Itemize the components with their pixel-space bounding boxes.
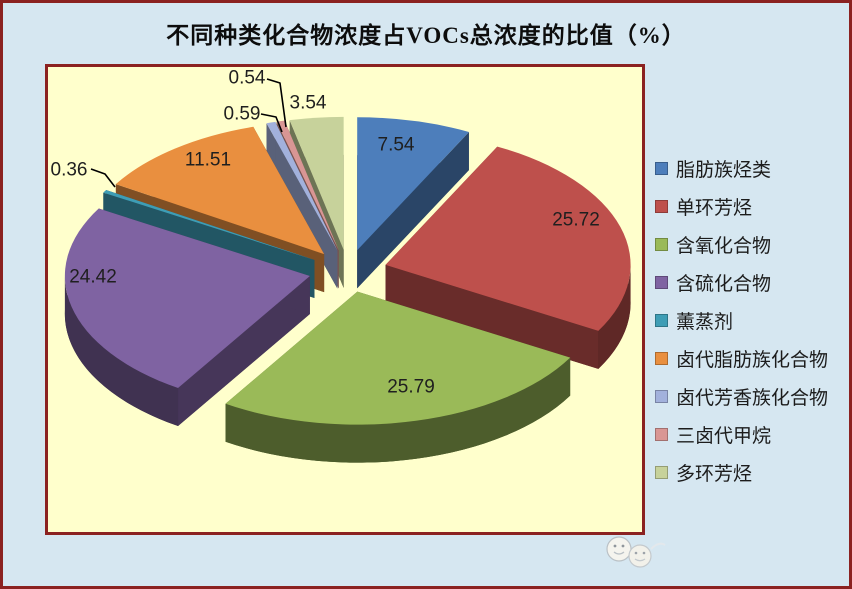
label-leader-6: [260, 113, 283, 133]
legend-swatch-7: [655, 427, 668, 441]
data-label-2: 25.79: [387, 377, 435, 398]
legend-item-6: 卤代芳香族化合物: [655, 377, 851, 415]
chart-title: 不同种类化合物浓度占VOCs总浓度的比值（%）: [166, 23, 686, 48]
pie-slice-3: [64, 208, 310, 427]
legend-item-2: 含氧化合物: [655, 225, 851, 263]
legend-label-5: 卤代脂肪族化合物: [676, 349, 829, 371]
legend-label-2: 含氧化合物: [676, 235, 772, 257]
legend-item-1: 单环芳烃: [655, 187, 851, 225]
legend-label-3: 含硫化合物: [676, 273, 772, 295]
legend-item-3: 含硫化合物: [655, 263, 851, 301]
legend: 脂肪族烃类单环芳烃含氧化合物含硫化合物薰蒸剂卤代脂肪族化合物 卤代芳香族化合物 三卤…: [655, 149, 851, 491]
legend-label-1: 单环芳烃: [676, 197, 753, 219]
pie-chart: 7.54 25.72 25.79 24.42 0.36 11.51 0.59 0.54 3.54: [51, 68, 631, 463]
legend-swatch-2: [655, 237, 668, 251]
label-leader-7: [266, 78, 287, 128]
legend-swatch-8: [655, 465, 668, 479]
pie-slice-2: [225, 291, 571, 463]
legend-swatch-3: [655, 275, 668, 289]
label-leader-4: [90, 168, 116, 188]
legend-item-5: 卤代脂肪族化合物: [655, 339, 851, 377]
legend-swatch-1: [655, 199, 668, 213]
legend-swatch-4: [655, 313, 668, 327]
legend-item-0: 脂肪族烃类: [655, 149, 851, 187]
data-label-1: 25.72: [552, 210, 600, 231]
legend-item-7: 三卤代甲烷: [655, 415, 851, 453]
data-label-0: 7.54: [378, 135, 415, 156]
pie-slice-0: [357, 117, 469, 289]
legend-swatch-5: [655, 351, 668, 365]
data-label-8: 3.54: [290, 93, 327, 114]
legend-label-8: 多环芳烃: [676, 463, 753, 485]
legend-item-4: 薰蒸剂: [655, 301, 851, 339]
data-label-4: 0.36: [51, 160, 88, 181]
data-label-3: 24.42: [69, 267, 117, 288]
legend-swatch-0: [655, 161, 668, 175]
legend-label-6: 卤代芳香族化合物: [676, 387, 829, 409]
legend-swatch-6: [655, 389, 668, 403]
legend-label-7: 三卤代甲烷: [676, 425, 772, 447]
data-label-5: 11.51: [185, 150, 231, 171]
legend-item-8: 多环芳烃: [655, 453, 851, 491]
pie-slice-1: [385, 146, 631, 369]
legend-label-0: 脂肪族烃类: [676, 159, 772, 181]
legend-label-4: 薰蒸剂: [676, 311, 734, 333]
watermark-faces-icon: [606, 536, 666, 568]
data-label-6: 0.59: [224, 104, 261, 125]
data-label-7: 0.54: [229, 68, 266, 89]
